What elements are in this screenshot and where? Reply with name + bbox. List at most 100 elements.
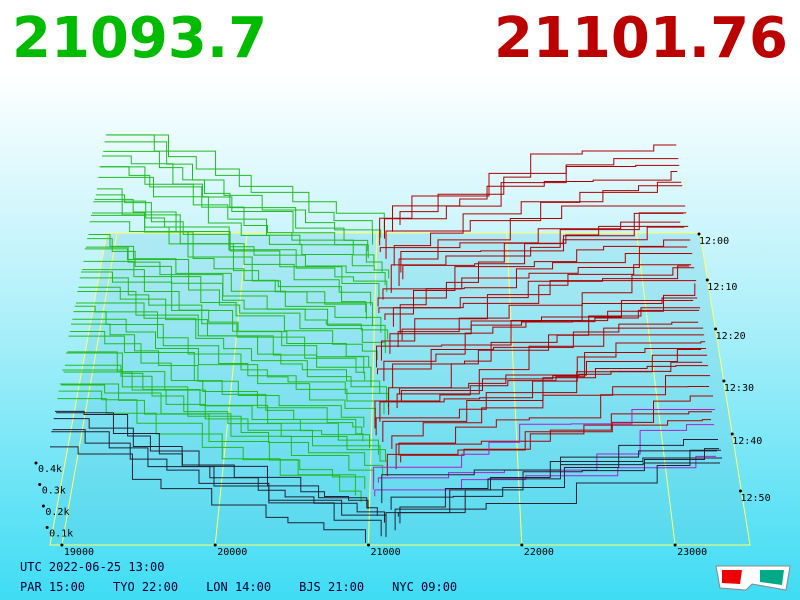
grid-line [636,232,676,546]
utc-time: UTC 2022-06-25 13:00 [20,560,165,574]
bid-curve [80,271,365,374]
bid-curve [105,134,382,238]
ask-curve [400,361,703,402]
bid-curve [92,212,367,313]
x-tick-label: 23000 [677,547,707,558]
time-tick [739,489,742,493]
depth-tick [38,483,42,486]
ask-curve [388,334,705,415]
time-tick-label: 12:50 [741,493,771,504]
bid-curve [107,134,385,231]
grid-line [61,232,118,546]
bid-curve [62,369,384,476]
bid-curve [76,302,388,401]
bid-curve [95,194,388,293]
ask-curve [399,144,677,225]
bid-curve [94,198,380,299]
ask-curve [395,411,713,470]
ask-curve [380,280,697,361]
ask-curve [398,205,686,287]
zone-time: NYC 09:00 [392,580,458,594]
bid-curve [67,351,370,449]
bid-curve [52,429,387,530]
ask-price: 21101.76 [493,6,788,71]
bid-curve [53,418,385,523]
time-tick-label: 12:20 [716,331,746,342]
ask-curve [372,409,716,490]
ask-curve [396,327,704,409]
bid-curve [58,390,356,496]
ask-curve [391,385,710,449]
grid-line [506,232,523,546]
time-zones: PAR 15:00 TYO 22:00 LON 14:00 BJS 21:00 NYC … [20,580,485,594]
ask-curve [400,212,684,273]
depth-tick-label: 0.2k [45,507,69,518]
bid-curve [79,277,366,381]
bid-curve [74,305,389,408]
ask-curve [383,309,700,381]
bid-curve [89,221,373,326]
ask-curve [374,347,707,429]
ask-curve [398,375,711,456]
bid-curve [77,291,381,394]
time-tick [722,379,726,383]
ask-curve [384,239,691,320]
depth-tick-label: 0.3k [42,486,66,497]
ask-curve [390,438,719,510]
ask-curve [394,449,722,531]
x-tick [520,543,524,547]
time-tick [705,278,709,282]
bid-curve [93,201,372,306]
zone-time: LON 14:00 [206,580,272,594]
time-tick-label: 12:10 [707,282,737,293]
zone-time: TYO 22:00 [113,580,179,594]
ask-curve [382,365,709,443]
x-tick [60,543,64,547]
ask-curve [377,321,699,375]
ask-curve [376,297,698,368]
grid-line [214,232,248,546]
bid-curve [66,352,379,455]
ask-curve [379,341,706,422]
zone-time: BJS 21:00 [299,580,365,594]
ask-curve [383,158,679,239]
x-tick [673,543,677,547]
depth-tick [45,526,49,529]
bid-curve [98,176,390,279]
bid-curve [88,233,382,333]
zone-time: PAR 15:00 [20,580,86,594]
bid-curve [84,248,386,354]
depth-tick-label: 0.4k [38,464,62,475]
bid-curve [97,188,386,286]
bid-curve [71,323,365,428]
time-tick-label: 12:40 [732,436,762,447]
grid-line [368,232,378,546]
x-tick-label: 19000 [64,547,94,558]
time-tick-label: 12:30 [724,383,754,394]
x-tick-label: 20000 [217,547,247,558]
x-tick [213,543,217,547]
bid-curve [61,384,375,482]
bid-curve [57,398,362,503]
ask-curve [390,212,687,293]
ask-curve [392,264,692,327]
ask-curve [400,419,712,463]
ask-curve [401,300,694,341]
ask-curve [386,395,714,476]
bid-curve [99,166,383,272]
bid-curve [68,335,364,442]
time-tick [697,232,701,236]
ask-curve [385,181,682,259]
bid-curve [54,410,378,516]
x-tick-label: 22000 [524,547,554,558]
x-tick [367,543,370,547]
bid-curve [59,383,366,489]
bid-curve [104,141,374,245]
ask-curve [399,462,721,524]
bid-price: 21093.7 [12,6,268,71]
depth-tick [34,461,38,465]
bid-curve [100,166,375,265]
ask-curve [374,455,717,497]
